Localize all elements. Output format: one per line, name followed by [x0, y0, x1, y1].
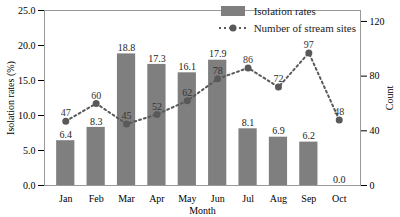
- svg-text:Jun: Jun: [211, 193, 225, 204]
- svg-text:Jan: Jan: [59, 193, 72, 204]
- svg-text:Apr: Apr: [149, 193, 165, 204]
- svg-text:6.4: 6.4: [60, 129, 73, 140]
- svg-text:Feb: Feb: [89, 193, 104, 204]
- svg-text:0.0: 0.0: [23, 180, 36, 191]
- svg-text:18.8: 18.8: [118, 42, 136, 53]
- svg-text:47: 47: [61, 107, 71, 118]
- svg-text:6.2: 6.2: [303, 130, 316, 141]
- svg-text:Oct: Oct: [332, 193, 347, 204]
- svg-text:Jul: Jul: [242, 193, 254, 204]
- svg-text:8.1: 8.1: [242, 117, 255, 128]
- svg-text:Mar: Mar: [118, 193, 135, 204]
- svg-text:0: 0: [370, 180, 375, 191]
- svg-text:60: 60: [91, 90, 101, 101]
- svg-text:Month: Month: [189, 205, 216, 216]
- svg-text:0.0: 0.0: [333, 174, 346, 185]
- html-text:Isolation rates: Isolation rates: [253, 4, 316, 17]
- svg-text:20.0: 20.0: [18, 40, 36, 51]
- html-text:Number of stream sites: Number of stream sites: [253, 21, 356, 34]
- svg-text:97: 97: [304, 39, 314, 50]
- svg-text:16.1: 16.1: [179, 61, 197, 72]
- svg-text:Aug: Aug: [270, 193, 287, 204]
- svg-text:72: 72: [273, 73, 283, 84]
- svg-text:Count: Count: [384, 86, 395, 111]
- svg-text:80: 80: [370, 70, 380, 81]
- svg-text:Sep: Sep: [301, 193, 316, 204]
- svg-text:Isolation rates (%): Isolation rates (%): [5, 61, 17, 135]
- svg-text:120: 120: [370, 16, 385, 27]
- svg-text:62: 62: [182, 87, 192, 98]
- svg-text:6.9: 6.9: [272, 125, 285, 136]
- svg-text:15.0: 15.0: [18, 75, 36, 86]
- svg-text:17.9: 17.9: [209, 48, 227, 59]
- svg-text:78: 78: [213, 65, 223, 76]
- svg-text:5.0: 5.0: [23, 145, 36, 156]
- svg-text:May: May: [178, 193, 196, 204]
- svg-text:25.0: 25.0: [18, 5, 36, 16]
- svg-text:10.0: 10.0: [18, 110, 36, 121]
- svg-text:48: 48: [334, 106, 344, 117]
- svg-text:17.3: 17.3: [148, 53, 166, 64]
- svg-text:45: 45: [122, 110, 132, 121]
- svg-text:52: 52: [152, 101, 162, 112]
- svg-text:8.3: 8.3: [90, 116, 103, 127]
- svg-text:86: 86: [243, 54, 253, 65]
- svg-text:40: 40: [370, 125, 380, 136]
